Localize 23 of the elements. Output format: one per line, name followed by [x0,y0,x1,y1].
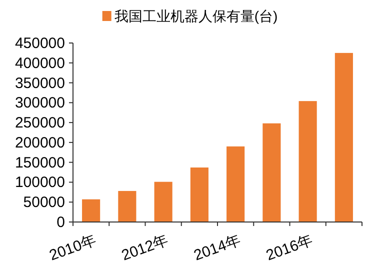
y-tick-label: 200000 [14,134,65,152]
bar [190,168,208,222]
x-tick-label: 2010年 [47,232,98,264]
y-tick-label: 300000 [14,94,65,112]
x-tick-label: 2012年 [119,232,171,264]
y-tick-label: 450000 [14,35,65,52]
x-tick-label: 2016年 [264,232,316,264]
bar [334,52,353,222]
bar [262,123,281,222]
bar [298,101,317,222]
legend-label: 我国工业机器人保有量(台) [114,8,278,24]
bar [154,182,172,222]
bar [118,190,136,222]
bar [226,146,245,222]
y-tick-label: 150000 [14,154,65,172]
bar [82,199,100,222]
y-tick-label: 250000 [14,114,65,132]
y-tick-label: 100000 [14,174,65,192]
y-tick-label: 0 [56,214,65,231]
y-tick-label: 350000 [14,74,65,92]
y-tick-label: 50000 [23,194,65,212]
x-tick-label: 2014年 [192,232,243,264]
y-tick-label: 400000 [14,54,65,72]
